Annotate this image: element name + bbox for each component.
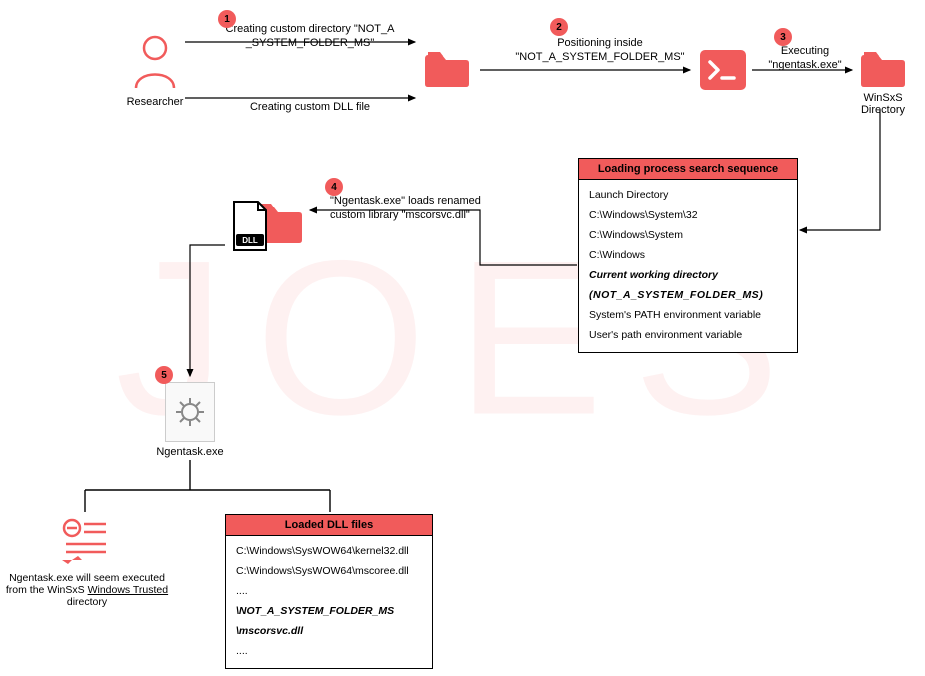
sb-item: C:\Windows\System — [589, 226, 787, 246]
step-num: 4 — [331, 182, 337, 193]
step-badge-2: 2 — [550, 18, 568, 36]
t: Positioning inside — [557, 37, 643, 49]
t: Current working directory — [589, 269, 718, 281]
t: Ngentask.exe will seem executed — [9, 572, 165, 584]
arrow1-text: Creating custom directory "NOT_A _SYSTEM… — [210, 22, 410, 51]
t: (NOT_A_SYSTEM_FOLDER_MS) — [589, 289, 763, 301]
ngentask-label: Ngentask.exe — [150, 446, 230, 458]
step-badge-5: 5 — [155, 366, 173, 384]
sb-emph: Current working directory (NOT_A_SYSTEM_… — [589, 266, 787, 306]
step-num: 2 — [556, 22, 562, 33]
step-num: 1 — [224, 14, 230, 25]
arrow4-text: "Ngentask.exe" loads renamed custom libr… — [330, 194, 510, 223]
researcher-label: Researcher — [118, 96, 192, 108]
arrow2-text: Positioning inside "NOT_A_SYSTEM_FOLDER_… — [510, 36, 690, 65]
t: directory — [67, 596, 107, 608]
loaded-dll-box: Loaded DLL files C:\Windows\SysWOW64\ker… — [225, 514, 433, 669]
step-badge-4: 4 — [325, 178, 343, 196]
ngentask-icon — [165, 382, 215, 442]
t: \mscorsvc.dll — [236, 625, 303, 637]
lb-item: .... — [236, 582, 422, 602]
t: custom library "mscorsvc.dll" — [330, 209, 470, 221]
dll-folder-icon: DLL — [228, 196, 306, 261]
loaded-box-header: Loaded DLL files — [226, 515, 432, 536]
dll-badge-text: DLL — [242, 236, 258, 245]
lb-item: .... — [236, 642, 422, 662]
step-badge-1: 1 — [218, 10, 236, 28]
search-box-header: Loading process search sequence — [579, 159, 797, 180]
shell-icon — [698, 48, 748, 97]
result-icon — [58, 516, 112, 571]
winsxs-folder-icon — [858, 48, 908, 93]
step-badge-3: 3 — [774, 28, 792, 46]
sb-item: Launch Directory — [589, 186, 787, 206]
t: \NOT_A_SYSTEM_FOLDER_MS — [236, 605, 394, 617]
winsxs-label: WinSxS Directory — [852, 92, 914, 116]
arrow3-text: Executing "ngentask.exe" — [760, 44, 850, 73]
search-box-body: Launch Directory C:\Windows\System\32 C:… — [579, 180, 797, 352]
lb-emph: \NOT_A_SYSTEM_FOLDER_MS \mscorsvc.dll — [236, 602, 422, 642]
t: Executing — [781, 45, 829, 57]
t: Directory — [861, 104, 905, 116]
t: "Ngentask.exe" loads renamed — [330, 195, 481, 207]
sb-item: System's PATH environment variable — [589, 306, 787, 326]
arrow1b-text: Creating custom DLL file — [230, 100, 390, 114]
folder-icon-1 — [422, 48, 472, 93]
t: Creating custom directory "NOT_A — [226, 23, 395, 35]
researcher-icon — [130, 34, 180, 95]
t: "NOT_A_SYSTEM_FOLDER_MS" — [515, 51, 684, 63]
t: _SYSTEM_FOLDER_MS" — [246, 37, 375, 49]
t: "ngentask.exe" — [768, 59, 841, 71]
lb-item: C:\Windows\SysWOW64\mscoree.dll — [236, 562, 422, 582]
result-text: Ngentask.exe will seem executed from the… — [2, 572, 172, 608]
search-sequence-box: Loading process search sequence Launch D… — [578, 158, 798, 353]
sb-item: C:\Windows — [589, 246, 787, 266]
t: Windows Trusted — [88, 584, 169, 596]
sb-item: User's path environment variable — [589, 326, 787, 346]
t: WinSxS — [863, 92, 902, 104]
lb-item: C:\Windows\SysWOW64\kernel32.dll — [236, 542, 422, 562]
step-num: 3 — [780, 32, 786, 43]
step-num: 5 — [161, 370, 167, 381]
sb-item: C:\Windows\System\32 — [589, 206, 787, 226]
loaded-box-body: C:\Windows\SysWOW64\kernel32.dll C:\Wind… — [226, 536, 432, 668]
t: from the WinSxS — [6, 584, 88, 596]
